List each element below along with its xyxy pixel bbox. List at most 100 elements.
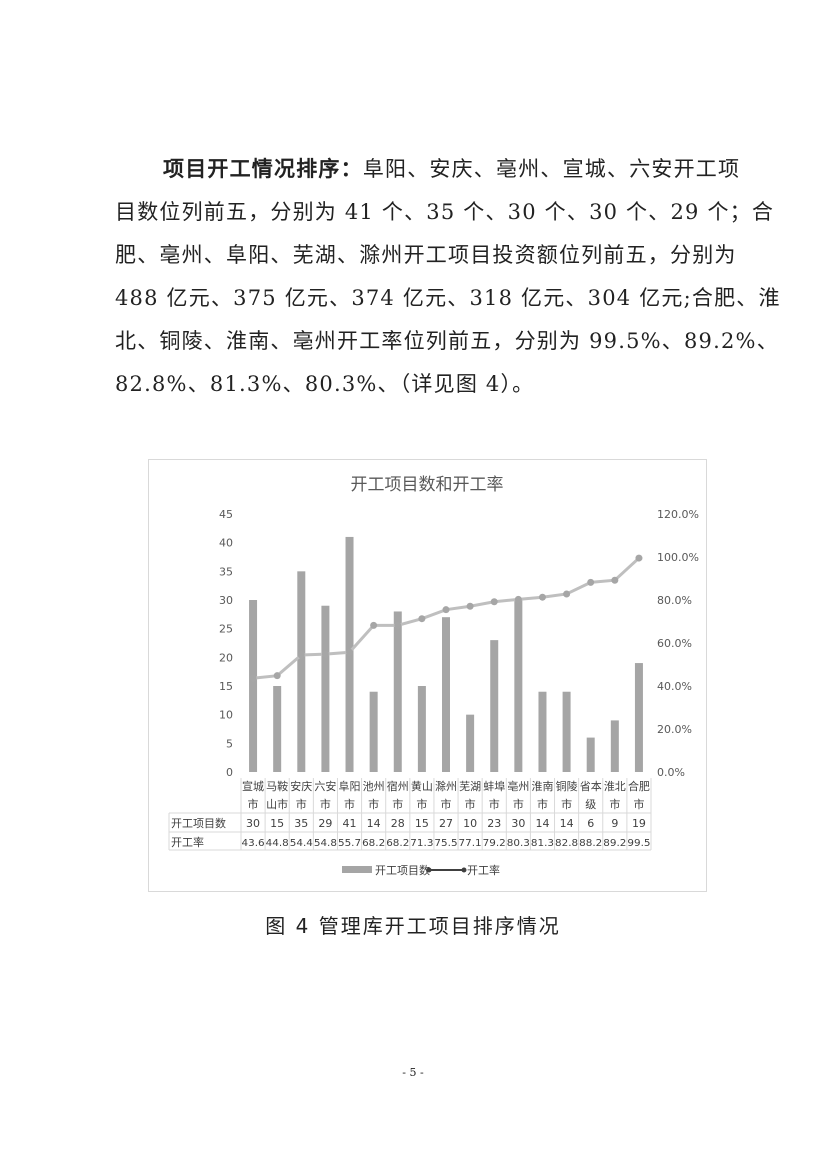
rate-cell-13: 82.8: [555, 838, 578, 849]
count-cell-11: 30: [511, 817, 525, 830]
rate-cell-15: 89.2: [603, 838, 626, 849]
rate-cell-4: 55.7: [338, 838, 361, 849]
right-axis-tick: 40.0%: [657, 680, 692, 693]
right-axis-tick: 20.0%: [657, 723, 692, 736]
legend-line-marker: [426, 867, 432, 873]
right-axis-tick: 0.0%: [657, 766, 685, 779]
category-label-7: 市: [416, 797, 427, 811]
count-cell-3: 29: [318, 817, 332, 830]
bar-7: [417, 686, 426, 772]
rate-point-15: [611, 576, 619, 584]
legend-bar-label: 开工项目数: [375, 864, 430, 877]
paragraph-line-6: 82.8%、81.3%、80.3%、（详见图 4）。: [115, 372, 535, 396]
rate-cell-8: 75.5: [434, 838, 457, 849]
count-cell-4: 41: [343, 817, 357, 830]
left-axis-tick: 25: [219, 623, 233, 636]
category-label-8: 滁州: [435, 779, 457, 793]
paragraph-line-2: 目数位列前五，分别为 41 个、35 个、30 个、30 个、29 个；合: [115, 200, 775, 224]
rate-point-6: [394, 621, 402, 629]
count-cell-1: 15: [270, 817, 284, 830]
category-label-5: 池州: [363, 780, 385, 793]
category-label-4: 市: [344, 797, 355, 811]
paragraph-text: 阜阳、安庆、亳州、宣城、六安开工项: [362, 157, 741, 181]
figure-caption: 图 4 管理库开工项目排序情况: [265, 914, 561, 938]
count-cell-8: 27: [439, 817, 453, 830]
paragraph-line-5: 北、铜陵、淮南、亳州开工率位列前五，分别为 99.5%、89.2%、: [115, 329, 779, 353]
category-label-6: 宿州: [387, 779, 409, 793]
bar-15: [610, 720, 619, 772]
bar-0: [249, 600, 258, 772]
bar-11: [514, 600, 523, 772]
left-axis-tick: 30: [219, 594, 233, 607]
paragraph-line-1: 项目开工情况排序：阜阳、安庆、亳州、宣城、六安开工项: [115, 148, 739, 191]
rate-point-10: [490, 598, 498, 606]
rate-point-13: [563, 590, 571, 598]
left-axis-tick: 40: [219, 537, 233, 550]
rate-point-7: [418, 615, 426, 623]
combo-chart: 开工项目数和开工率 0 5 10 15 20 25 30 35 40 45 0.0% 20.0% 40.0…: [168, 475, 699, 877]
table-row-label: 开工项目数: [171, 817, 226, 830]
legend-line-marker: [461, 867, 467, 873]
rate-point-9: [466, 602, 474, 610]
paragraph-line-4: 488 亿元、375 亿元、374 亿元、318 亿元、304 亿元;合肥、淮: [115, 286, 781, 310]
rate-point-4: [346, 648, 354, 656]
count-cell-15: 9: [611, 817, 618, 830]
bar-5: [369, 691, 378, 772]
bar-6: [393, 611, 402, 772]
count-cell-13: 14: [560, 817, 574, 830]
rate-cell-14: 88.2: [579, 838, 602, 849]
rate-point-16: [635, 554, 643, 562]
bar-16: [634, 663, 643, 772]
count-cell-6: 28: [391, 817, 405, 830]
count-cell-7: 15: [415, 817, 429, 830]
count-cell-9: 10: [463, 817, 477, 830]
bar-14: [586, 737, 595, 772]
bar-9: [466, 714, 475, 772]
count-cell-10: 23: [487, 817, 501, 830]
right-axis-tick: 80.0%: [657, 594, 692, 607]
category-label-2: 安庆: [290, 779, 312, 793]
right-axis-tick: 60.0%: [657, 637, 692, 650]
count-cell-0: 30: [246, 817, 260, 830]
category-label-9: 市: [465, 797, 476, 811]
category-label-11: 市: [513, 797, 524, 811]
rate-cell-7: 71.3: [410, 838, 433, 849]
rate-point-14: [587, 578, 595, 586]
category-label-0: 市: [248, 797, 259, 811]
rate-point-8: [442, 606, 450, 614]
category-label-0: 宣城: [242, 779, 264, 793]
bar-10: [490, 640, 499, 772]
body-paragraph: 项目开工情况排序：阜阳、安庆、亳州、宣城、六安开工项 目数位列前五，分别为 41…: [115, 148, 781, 406]
rate-point-1: [273, 672, 281, 680]
bar-13: [562, 691, 571, 772]
category-label-13: 铜陵: [556, 779, 578, 793]
rate-cell-12: 81.3: [531, 838, 554, 849]
rate-cell-5: 68.2: [362, 838, 385, 849]
left-axis-tick: 5: [226, 737, 233, 750]
rate-point-3: [321, 650, 329, 658]
category-label-10: 蚌埠: [483, 779, 505, 793]
category-label-10: 市: [489, 797, 500, 811]
bar-1: [273, 686, 282, 772]
rate-point-11: [514, 595, 522, 603]
left-axis-tick: 15: [219, 680, 233, 693]
chart-title: 开工项目数和开工率: [351, 475, 504, 495]
rate-cell-2: 54.4: [290, 838, 313, 849]
right-axis-tick: 120.0%: [657, 508, 699, 521]
left-axis-tick: 10: [219, 709, 233, 722]
table-row-label: 开工率: [171, 835, 204, 849]
paragraph-line-3: 肥、亳州、阜阳、芜湖、滁州开工项目投资额位列前五，分别为: [115, 243, 737, 267]
count-cell-14: 6: [587, 817, 594, 830]
category-label-16: 合肥: [628, 779, 650, 793]
rate-point-12: [538, 593, 546, 601]
category-label-14: 省本: [580, 779, 602, 793]
bar-8: [442, 617, 450, 772]
category-label-1: 马鞍: [266, 779, 288, 793]
category-label-6: 市: [392, 797, 403, 811]
category-label-3: 六安: [314, 779, 336, 793]
count-cell-5: 14: [367, 817, 381, 830]
paragraph-lead: 项目开工情况排序：: [163, 157, 363, 181]
rate-cell-10: 79.2: [483, 838, 506, 849]
bar-3: [321, 605, 330, 772]
rate-point-2: [297, 651, 305, 659]
